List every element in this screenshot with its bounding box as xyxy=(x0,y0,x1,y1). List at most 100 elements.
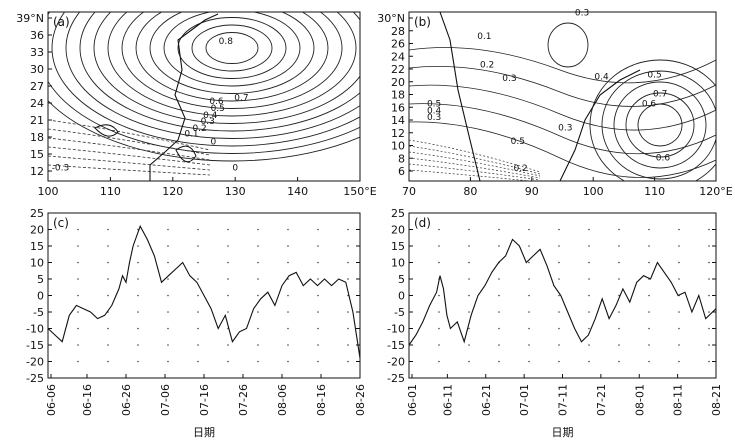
island-a xyxy=(94,124,119,137)
grid-dot xyxy=(528,377,530,379)
grid-dot xyxy=(77,360,79,363)
grid-dot xyxy=(468,245,470,247)
grid-dot xyxy=(648,344,650,346)
y-tick-label: 24 xyxy=(30,97,44,110)
y-tick-label: 5 xyxy=(398,273,405,286)
contour-label: 0.1 xyxy=(184,130,198,140)
grid-dot xyxy=(498,228,500,231)
grid-dot xyxy=(618,278,620,280)
x-tick-label: 06-16 xyxy=(81,384,94,416)
contour-label: 0.4 xyxy=(203,111,218,121)
y-tick-label: 8 xyxy=(398,152,405,165)
grid-dot xyxy=(107,327,109,330)
grid-dot xyxy=(588,245,590,247)
contour-line-b2 xyxy=(409,84,716,131)
contour-label: 0 xyxy=(232,164,238,174)
contour-label: 0.4 xyxy=(427,106,442,116)
y-tick-label: 10 xyxy=(391,257,405,270)
contour-label: 0.6 xyxy=(656,154,671,164)
grid-dot xyxy=(678,344,680,346)
grid-dot xyxy=(708,294,710,297)
x-tick-label: 120°E xyxy=(699,185,732,198)
x-tick-label: 70 xyxy=(402,185,416,198)
contour-line-b xyxy=(547,22,589,68)
grid-dot xyxy=(708,228,710,231)
y-tick-label: -5 xyxy=(33,306,44,319)
grid-dot xyxy=(498,311,500,313)
y-tick-label: -15 xyxy=(26,339,44,352)
grid-dot xyxy=(347,344,349,346)
grid-dot xyxy=(167,311,169,313)
grid-dot xyxy=(498,278,500,280)
grid-dot xyxy=(558,228,560,231)
contour-line-b-neg xyxy=(409,169,534,181)
contour-line-a xyxy=(205,32,259,64)
x-tick-label: 130 xyxy=(225,185,246,198)
grid-dot xyxy=(678,261,680,264)
x-tick-label: 06-26 xyxy=(120,384,133,416)
panel-label-c: (c) xyxy=(53,216,69,230)
grid-dot xyxy=(558,311,560,313)
grid-dot xyxy=(197,261,199,264)
contour-line-b2 xyxy=(409,47,716,84)
y-tick-label: 10 xyxy=(391,140,405,153)
x-tick-label: 06-11 xyxy=(441,384,454,416)
contour-label: 0.3 xyxy=(502,74,516,84)
grid-dot xyxy=(287,294,289,297)
grid-dot xyxy=(618,377,620,379)
grid-dot xyxy=(287,311,289,313)
contour-line-a xyxy=(65,12,360,139)
grid-dot xyxy=(317,228,319,231)
grid-dot xyxy=(438,377,440,379)
grid-dot xyxy=(618,261,620,264)
contour-line-a xyxy=(149,12,315,94)
grid-dot xyxy=(227,344,229,346)
grid-dot xyxy=(678,377,680,379)
grid-dot xyxy=(77,245,79,247)
grid-dot xyxy=(107,278,109,280)
grid-dot xyxy=(588,311,590,313)
grid-dot xyxy=(678,245,680,247)
grid-dot xyxy=(528,261,530,264)
contour-line-b2 xyxy=(409,103,716,155)
panel-label-d: (d) xyxy=(414,216,431,230)
contour-line-b xyxy=(613,81,707,169)
y-tick-label: 15 xyxy=(30,148,44,161)
contour-label: 0.7 xyxy=(653,90,667,100)
y-tick-label: 27 xyxy=(30,80,44,93)
grid-dot xyxy=(257,344,259,346)
x-tick-label: 110 xyxy=(644,185,665,198)
grid-dot xyxy=(588,327,590,330)
x-tick-label: 08-01 xyxy=(633,384,646,416)
grid-dot xyxy=(107,360,109,363)
grid-dot xyxy=(197,344,199,346)
grid-dot xyxy=(317,245,319,247)
grid-dot xyxy=(678,212,680,214)
grid-dot xyxy=(257,212,259,214)
contour-line-b2 xyxy=(409,66,716,107)
grid-dot xyxy=(317,311,319,313)
grid-dot xyxy=(678,360,680,363)
grid-dot xyxy=(287,377,289,379)
y-tick-label: -10 xyxy=(26,323,44,336)
grid-dot xyxy=(528,212,530,214)
contour-line-a-neg xyxy=(48,128,211,156)
grid-dot xyxy=(498,245,500,247)
contour-label: 0.2 xyxy=(513,164,527,174)
grid-dot xyxy=(137,245,139,247)
grid-dot xyxy=(137,212,139,214)
x-tick-label: 07-06 xyxy=(159,384,172,416)
contour-line-a-neg xyxy=(48,137,211,161)
x-tick-label: 08-26 xyxy=(354,384,367,416)
y-tick-label: 14 xyxy=(391,114,405,127)
grid-dot xyxy=(528,278,530,280)
grid-dot xyxy=(648,360,650,363)
grid-dot xyxy=(708,327,710,330)
grid-dot xyxy=(197,311,199,313)
grid-dot xyxy=(347,245,349,247)
grid-dot xyxy=(558,294,560,297)
grid-dot xyxy=(287,327,289,330)
grid-dot xyxy=(708,344,710,346)
contour-label: 0.5 xyxy=(511,137,525,147)
contour-line-a xyxy=(121,12,343,109)
